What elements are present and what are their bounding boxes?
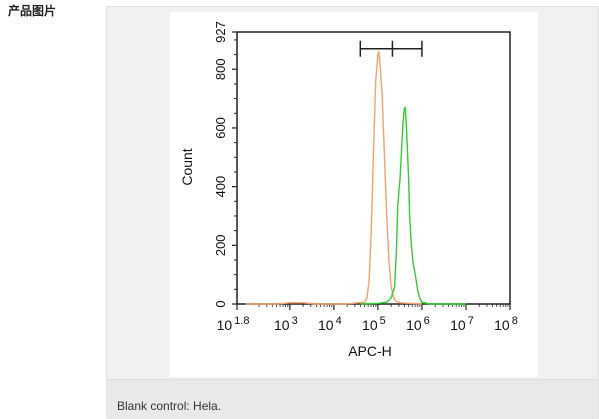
x-tick-label: 10 1.8 xyxy=(217,315,250,333)
blank-control-curve xyxy=(245,51,422,305)
sample-curve xyxy=(360,106,466,305)
x-tick-label: 10 7 xyxy=(450,315,474,333)
y-tick-label: 200 xyxy=(213,234,228,256)
product-image-panel: 0 200 400 600 800 927 10 1.8 10 3 10 4 10 5 10 6 10 7 10 8… xyxy=(106,6,599,419)
x-tick-label: 10 8 xyxy=(494,315,518,333)
y-tick-label: 400 xyxy=(213,176,228,198)
y-tick-label: 600 xyxy=(213,117,228,139)
y-axis-label: Count xyxy=(179,148,195,185)
x-tick-label: 10 3 xyxy=(274,315,298,333)
product-image[interactable]: 0 200 400 600 800 927 10 1.8 10 3 10 4 10 5 10 6 10 7 10 8… xyxy=(170,12,538,377)
x-tick-label: 10 4 xyxy=(318,315,342,333)
flow-cytometry-histogram: 0 200 400 600 800 927 10 1.8 10 3 10 4 10 5 10 6 10 7 10 8… xyxy=(179,21,518,359)
y-tick-label: 0 xyxy=(213,300,228,307)
y-tick-label: 927 xyxy=(213,21,228,43)
y-tick-label: 800 xyxy=(213,58,228,80)
product-images-label: 产品图片 xyxy=(8,4,57,18)
caption-bar: Blank control: Hela. xyxy=(107,379,598,419)
x-tick-label: 10 5 xyxy=(362,315,386,333)
x-axis-label: APC-H xyxy=(348,343,392,359)
image-caption: Blank control: Hela. xyxy=(117,399,222,413)
x-tick-label: 10 6 xyxy=(406,315,430,333)
